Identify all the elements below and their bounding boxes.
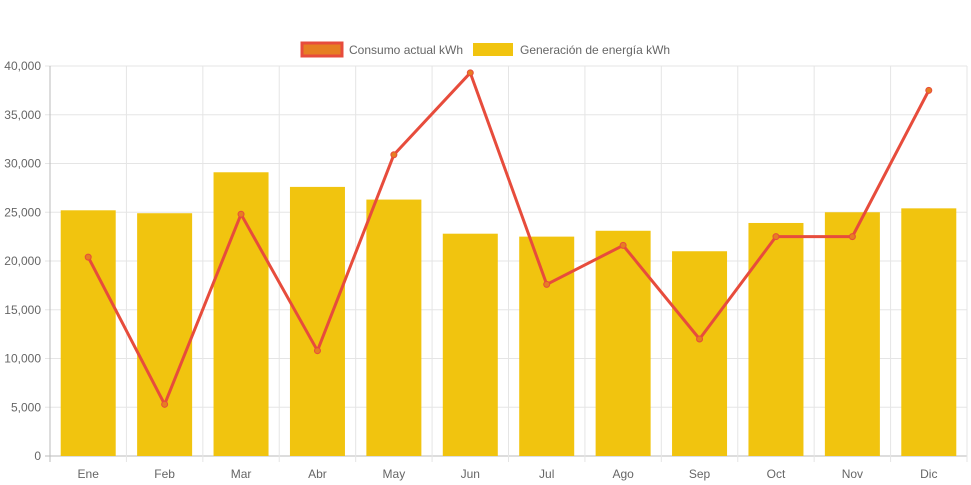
line-point-Feb [161, 400, 169, 408]
x-tick-label: May [383, 467, 406, 481]
bar-May [366, 199, 422, 456]
line-point-Mar [237, 210, 245, 218]
bar-Abr [289, 186, 345, 456]
line-point-Oct [772, 233, 780, 241]
x-tick-label: Dic [920, 467, 937, 481]
bar-Ago [595, 230, 651, 456]
x-tick-label: Sep [689, 467, 711, 481]
legend-label-consumo[interactable]: Consumo actual kWh [349, 43, 463, 57]
bar-Nov [824, 212, 880, 456]
x-tick-label: Feb [154, 467, 175, 481]
bar-Jun [442, 233, 498, 456]
line-point-May [390, 151, 398, 159]
bar-Feb [137, 213, 193, 456]
x-tick-label: Nov [842, 467, 863, 481]
line-point-Jul [543, 280, 551, 288]
legend-swatch-consumo [300, 41, 344, 58]
legend-label-generacion[interactable]: Generación de energía kWh [520, 43, 670, 57]
x-tick-label: Mar [231, 467, 252, 481]
line-point-Ene [84, 253, 92, 261]
bar-Mar [213, 172, 269, 456]
y-tick-label: 0 [34, 449, 41, 463]
y-tick-label: 5,000 [11, 400, 41, 414]
y-tick-label: 15,000 [4, 303, 41, 317]
bar-Dic [901, 208, 957, 456]
line-point-Jun [466, 69, 474, 77]
bar-Ene [60, 210, 116, 456]
y-tick-label: 20,000 [4, 254, 41, 268]
legend-swatch-generacion [473, 43, 513, 56]
x-tick-label: Oct [767, 467, 786, 481]
bar-Jul [519, 236, 575, 456]
line-point-Sep [696, 335, 704, 343]
line-point-Abr [313, 347, 321, 355]
line-point-Ago [619, 241, 627, 249]
bar-Oct [748, 222, 804, 456]
y-tick-label: 10,000 [4, 352, 41, 366]
y-tick-label: 30,000 [4, 157, 41, 171]
line-point-Nov [848, 233, 856, 241]
y-tick-label: 25,000 [4, 205, 41, 219]
y-tick-label: 35,000 [4, 108, 41, 122]
x-tick-label: Jul [539, 467, 554, 481]
x-tick-label: Ene [78, 467, 100, 481]
consumo-line [86, 71, 931, 406]
x-tick-label: Abr [308, 467, 327, 481]
bar-Sep [672, 251, 728, 456]
x-tick-label: Ago [612, 467, 634, 481]
line-point-Dic [925, 86, 933, 94]
y-tick-label: 40,000 [4, 59, 41, 73]
x-tick-label: Jun [461, 467, 480, 481]
